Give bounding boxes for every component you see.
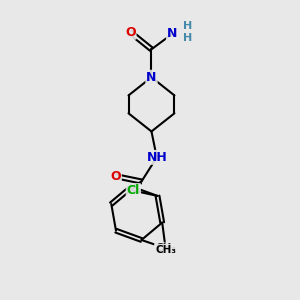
- Text: H: H: [183, 21, 192, 31]
- Text: CH₃: CH₃: [155, 243, 176, 253]
- Text: NH: NH: [146, 151, 167, 164]
- Text: O: O: [125, 26, 136, 39]
- Text: O: O: [110, 170, 121, 183]
- Text: Cl: Cl: [127, 184, 140, 197]
- Text: CH₃: CH₃: [155, 245, 176, 255]
- Text: H: H: [183, 33, 192, 43]
- Text: N: N: [146, 71, 157, 84]
- Text: N: N: [167, 28, 177, 40]
